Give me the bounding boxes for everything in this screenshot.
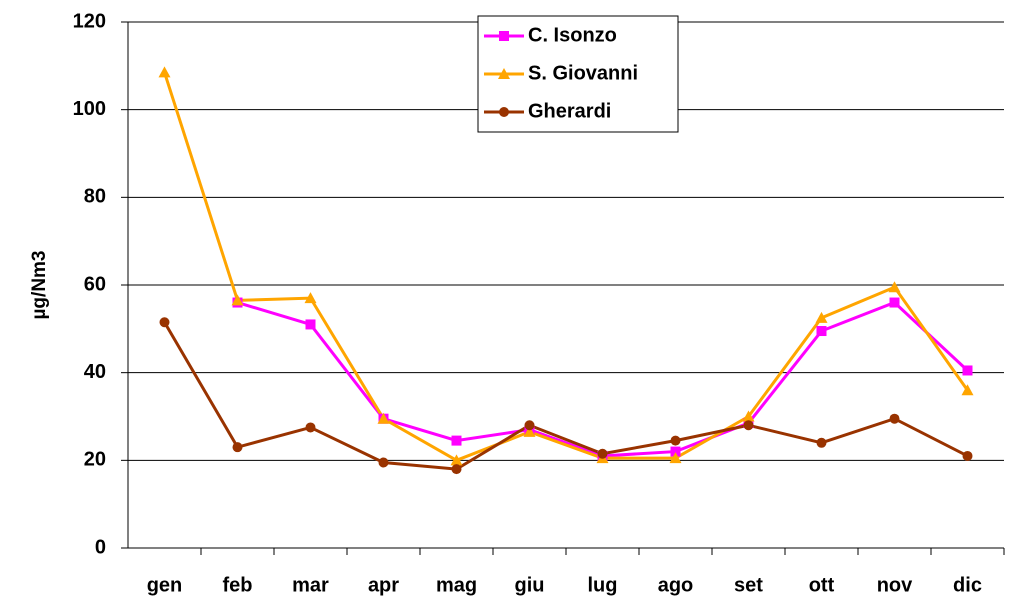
x-tick-label: giu — [515, 574, 545, 596]
marker — [962, 365, 973, 376]
x-tick-label: set — [734, 574, 763, 596]
legend: C. Isonzo S. Giovanni Gherardi — [477, 15, 679, 133]
y-tick-label: 40 — [84, 361, 106, 383]
series-line — [237, 300, 969, 458]
series-line — [163, 321, 969, 471]
legend-label: C. Isonzo — [528, 24, 617, 46]
y-tick-label: 100 — [73, 98, 106, 120]
marker — [523, 425, 536, 437]
marker — [231, 294, 244, 306]
x-tick-label: mag — [436, 574, 477, 596]
marker — [669, 452, 682, 464]
x-tick-label: mar — [292, 574, 329, 596]
marker — [742, 410, 755, 422]
marker — [961, 384, 974, 396]
marker — [670, 446, 681, 457]
y-tick-label: 60 — [84, 273, 106, 295]
marker — [962, 450, 973, 461]
legend-label: S. Giovanni — [528, 62, 638, 84]
x-tick-label: gen — [147, 574, 183, 596]
y-tick-label: 120 — [73, 10, 106, 32]
marker — [378, 457, 389, 468]
x-tick-label: lug — [588, 574, 618, 596]
marker — [232, 442, 243, 453]
y-tick-label: 20 — [84, 449, 106, 471]
marker — [498, 68, 510, 79]
marker — [670, 435, 681, 446]
y-tick-label: 80 — [84, 186, 106, 208]
marker — [743, 420, 754, 431]
marker — [451, 435, 462, 446]
marker — [158, 66, 171, 78]
marker — [889, 413, 900, 424]
marker — [524, 420, 535, 431]
marker — [377, 412, 390, 424]
marker — [304, 292, 317, 304]
marker — [451, 464, 462, 475]
marker — [888, 281, 901, 293]
y-tick-label: 0 — [95, 536, 106, 558]
marker — [815, 311, 828, 323]
y-axis-label: µg/Nm3 — [29, 250, 50, 319]
marker — [305, 319, 316, 330]
marker — [499, 31, 509, 41]
marker — [816, 326, 827, 337]
x-tick-label: ago — [658, 574, 694, 596]
marker — [597, 448, 608, 459]
series-line — [163, 71, 969, 462]
legend-label: Gherardi — [528, 100, 611, 122]
marker — [305, 422, 316, 433]
marker — [816, 437, 827, 448]
marker — [159, 317, 170, 328]
x-tick-label: nov — [877, 574, 913, 596]
x-tick-label: apr — [368, 574, 399, 596]
marker — [499, 107, 509, 117]
x-tick-label: dic — [953, 574, 982, 596]
x-tick-label: ott — [809, 574, 835, 596]
marker — [889, 297, 900, 308]
x-tick-label: feb — [223, 574, 253, 596]
marker — [450, 454, 463, 466]
